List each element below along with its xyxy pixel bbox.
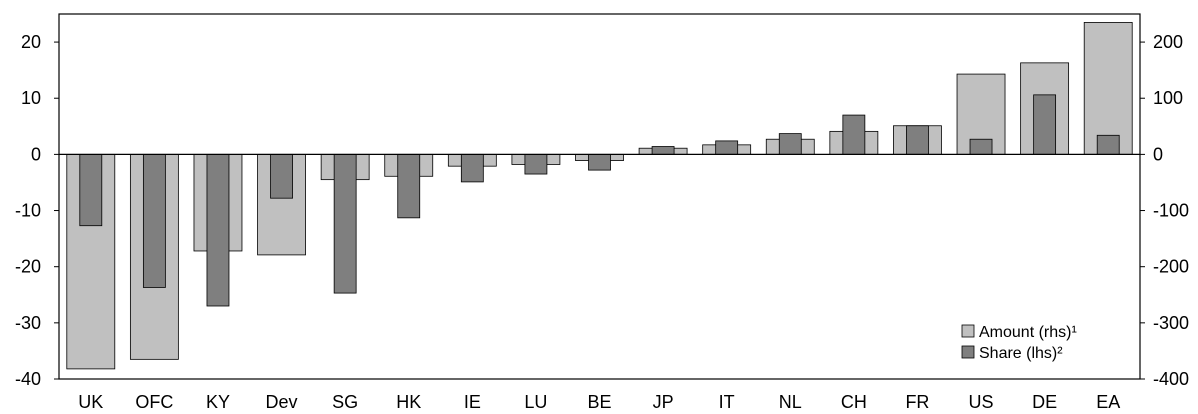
- legend-label-share: Share (lhs)²: [979, 345, 1063, 362]
- category-label-jp: JP: [653, 392, 674, 412]
- bar-share-lu: [524, 153, 548, 175]
- bar-share-nl: [778, 133, 802, 155]
- right-tick-label: -400: [1153, 369, 1189, 389]
- category-label-ky: KY: [206, 392, 230, 412]
- bar-share-jp: [651, 146, 675, 155]
- category-label-ofc: OFC: [135, 392, 173, 412]
- bar-share-ch: [842, 114, 866, 155]
- right-axis: 200 100 0 -100 -200 -300 -400: [1140, 32, 1189, 389]
- left-tick-label: -30: [15, 313, 41, 333]
- legend-label-amount: Amount (rhs)¹: [979, 324, 1077, 341]
- left-tick-label: 10: [21, 88, 41, 108]
- right-tick-label: 0: [1153, 144, 1163, 164]
- category-label-it: IT: [719, 392, 735, 412]
- category-label-fr: FR: [905, 392, 929, 412]
- legend: Amount (rhs)¹ Share (lhs)²: [961, 324, 1077, 362]
- bar-share-ky: [206, 153, 230, 307]
- category-label-de: DE: [1032, 392, 1057, 412]
- left-tick-label: -40: [15, 369, 41, 389]
- bar-share-ie: [460, 153, 484, 183]
- share-bars: [79, 94, 1120, 307]
- category-label-uk: UK: [78, 392, 103, 412]
- bar-share-uk: [79, 153, 103, 227]
- category-label-ea: EA: [1096, 392, 1120, 412]
- category-label-dev: Dev: [266, 392, 298, 412]
- right-tick-label: -200: [1153, 257, 1189, 277]
- bar-share-dev: [270, 153, 293, 199]
- bar-share-us: [969, 138, 993, 155]
- right-tick-label: -300: [1153, 313, 1189, 333]
- bar-share-ea: [1096, 134, 1120, 155]
- category-axis: UK OFC KY Dev SG HK IE LU BE JP IT NL CH FR US DE EA: [78, 392, 1120, 412]
- category-label-ie: IE: [464, 392, 481, 412]
- category-label-hk: HK: [396, 392, 421, 412]
- bar-share-sg: [333, 153, 357, 294]
- right-tick-label: 200: [1153, 32, 1183, 52]
- bar-share-be: [588, 153, 611, 171]
- left-tick-label: 0: [31, 144, 41, 164]
- category-label-us: US: [969, 392, 994, 412]
- bar-share-ofc: [142, 153, 166, 288]
- left-axis: 20 10 0 -10 -20 -30 -40: [15, 32, 59, 389]
- category-label-lu: LU: [524, 392, 547, 412]
- bar-share-fr: [906, 125, 929, 155]
- category-label-nl: NL: [779, 392, 802, 412]
- bar-amount-ea: [1083, 22, 1133, 155]
- left-tick-label: 20: [21, 32, 41, 52]
- legend-swatch-amount: [961, 324, 975, 338]
- left-tick-label: -20: [15, 257, 41, 277]
- category-label-be: BE: [587, 392, 611, 412]
- bar-share-de: [1033, 94, 1057, 155]
- bar-share-it: [715, 140, 739, 155]
- right-tick-label: 100: [1153, 88, 1183, 108]
- category-label-ch: CH: [841, 392, 867, 412]
- right-tick-label: -100: [1153, 201, 1189, 221]
- plot-frame: [58, 13, 1141, 380]
- left-tick-label: -10: [15, 201, 41, 221]
- category-label-sg: SG: [332, 392, 358, 412]
- legend-swatch-share: [961, 345, 975, 359]
- bar-share-hk: [397, 153, 421, 219]
